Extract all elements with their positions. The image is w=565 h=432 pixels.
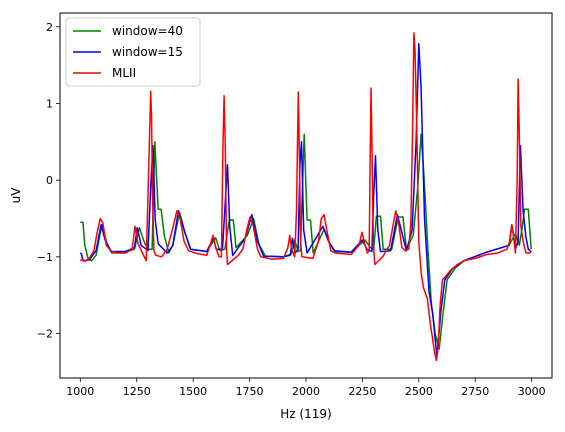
legend-label: window=15	[112, 45, 183, 59]
legend-label: MLII	[112, 66, 136, 80]
x-tick-label: 2000	[292, 385, 320, 398]
legend: window=40 window=15 MLII	[65, 17, 201, 87]
y-tick-label: 2	[46, 21, 53, 34]
x-tick-label: 1750	[236, 385, 264, 398]
legend-box	[65, 17, 201, 87]
y-axis-label: uV	[9, 187, 23, 204]
y-axis: −2 −1 0 1 2	[37, 21, 60, 341]
x-tick-label: 1500	[179, 385, 207, 398]
x-tick-label: 1250	[123, 385, 151, 398]
y-tick-label: 1	[46, 97, 53, 110]
x-axis: 1000 1250 1500 1750 2000 2250 2500 2750 3000	[66, 378, 546, 398]
y-tick-label: −2	[37, 328, 53, 341]
x-tick-label: 2500	[405, 385, 433, 398]
y-tick-label: −1	[37, 251, 53, 264]
y-tick-label: 0	[46, 174, 53, 187]
series-layer	[79, 32, 532, 362]
x-tick-label: 2250	[348, 385, 376, 398]
legend-label: window=40	[112, 24, 183, 38]
x-tick-label: 1000	[66, 385, 94, 398]
x-tick-label: 3000	[518, 385, 546, 398]
x-axis-label: Hz (119)	[280, 407, 331, 421]
series-line-window-40	[80, 133, 532, 350]
series-line-mlii	[79, 32, 532, 362]
series-line-window-15	[79, 42, 532, 358]
x-tick-label: 2750	[461, 385, 489, 398]
